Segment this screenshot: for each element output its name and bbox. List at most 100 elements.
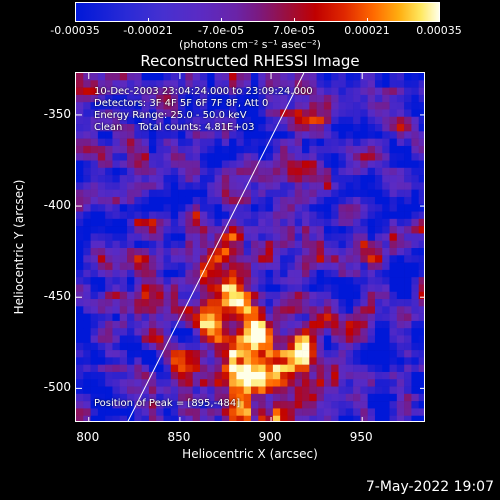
heatmap-cell — [287, 342, 296, 351]
heatmap-cell — [76, 342, 84, 351]
heatmap-cell — [345, 299, 354, 307]
heatmap-cell — [382, 94, 390, 103]
heatmap-cell — [287, 248, 296, 256]
heatmap-cell — [170, 364, 179, 373]
heatmap-cell — [280, 175, 288, 183]
heatmap-cell — [353, 109, 361, 118]
heatmap-cell — [163, 196, 172, 205]
heatmap-cell — [221, 153, 230, 161]
heatmap-cell — [367, 160, 376, 169]
heatmap-cell — [105, 255, 113, 263]
heatmap-cell — [148, 350, 157, 358]
heatmap-cell — [178, 87, 186, 96]
heatmap-cell — [163, 175, 172, 183]
heatmap-cell — [251, 393, 259, 402]
heatmap-cell — [214, 328, 223, 336]
heatmap-cell — [294, 196, 303, 205]
heatmap-cell — [251, 189, 259, 198]
heatmap-cell — [199, 291, 208, 300]
heatmap-cell — [243, 284, 252, 293]
heatmap-cell — [90, 393, 99, 402]
heatmap-cell — [418, 371, 424, 380]
heatmap-cell — [294, 226, 303, 234]
heatmap-cell — [127, 401, 135, 409]
heatmap-cell — [272, 415, 281, 421]
heatmap-cell — [119, 379, 128, 387]
heatmap-cell — [214, 335, 223, 344]
heatmap-cell — [141, 102, 150, 110]
heatmap-cell — [76, 255, 84, 263]
heatmap-cell — [76, 313, 84, 322]
heatmap-cell — [148, 182, 157, 190]
heatmap-cell — [221, 284, 230, 293]
heatmap-cell — [302, 255, 310, 263]
heatmap-cell — [148, 87, 157, 96]
heatmap-cell — [229, 255, 237, 263]
heatmap-cell — [90, 379, 99, 387]
heatmap-cell — [199, 73, 208, 81]
heatmap-cell — [207, 364, 215, 373]
heatmap-cell — [76, 218, 84, 227]
heatmap-cell — [207, 160, 215, 169]
heatmap-cell — [316, 80, 325, 88]
heatmap-cell — [97, 145, 106, 154]
heatmap-cell — [404, 109, 412, 118]
heatmap-cell — [418, 138, 424, 147]
heatmap-cell — [170, 94, 179, 103]
heatmap-cell — [331, 328, 339, 336]
heatmap-cell — [316, 182, 325, 190]
heatmap-cell — [178, 371, 186, 380]
heatmap-cell — [178, 357, 186, 365]
heatmap-cell — [127, 124, 135, 132]
heatmap-cell — [148, 371, 157, 380]
heatmap-cell — [156, 160, 164, 169]
heatmap-cell — [251, 255, 259, 263]
heatmap-cell — [185, 109, 193, 118]
heatmap-cell — [396, 342, 405, 351]
heatmap-cell — [353, 313, 361, 322]
heatmap-cell — [331, 306, 339, 314]
heatmap-cell — [229, 204, 237, 212]
heatmap-cell — [294, 145, 303, 154]
heatmap-cell — [316, 342, 325, 351]
heatmap-cell — [178, 335, 186, 344]
heatmap-cell — [127, 408, 135, 417]
heatmap-cell — [251, 175, 259, 183]
heatmap-cell — [309, 138, 317, 147]
heatmap-cell — [411, 320, 420, 329]
heatmap-cell — [83, 145, 91, 154]
heatmap-cell — [207, 262, 215, 271]
heatmap-cell — [345, 262, 354, 271]
heatmap-cell — [280, 342, 288, 351]
heatmap-cell — [353, 408, 361, 417]
heatmap-cell — [112, 269, 121, 278]
heatmap-cell — [236, 211, 245, 220]
heatmap-cell — [199, 401, 208, 409]
heatmap-cell — [309, 291, 317, 300]
heatmap-cell — [90, 269, 99, 278]
heatmap-cell — [141, 124, 150, 132]
heatmap-cell — [141, 313, 150, 322]
heatmap-cell — [178, 320, 186, 329]
heatmap-cell — [309, 335, 317, 344]
heatmap-cell — [287, 393, 296, 402]
heatmap-cell — [302, 248, 310, 256]
heatmap-cell — [170, 248, 179, 256]
heatmap-cell — [199, 233, 208, 242]
heatmap-cell — [90, 160, 99, 169]
heatmap-cell — [302, 131, 310, 139]
heatmap-cell — [272, 386, 281, 395]
heatmap-cell — [229, 87, 237, 96]
heatmap-cell — [199, 408, 208, 417]
heatmap-cell — [76, 138, 84, 147]
heatmap-cell — [221, 364, 230, 373]
heatmap-cell — [185, 116, 193, 125]
heatmap-cell — [148, 313, 157, 322]
heatmap-cell — [251, 80, 259, 88]
heatmap-cell — [76, 291, 84, 300]
heatmap-cell — [221, 218, 230, 227]
heatmap-cell — [214, 196, 223, 205]
heatmap-cell — [338, 102, 347, 110]
heatmap-cell — [83, 167, 91, 176]
heatmap-cell — [353, 204, 361, 212]
